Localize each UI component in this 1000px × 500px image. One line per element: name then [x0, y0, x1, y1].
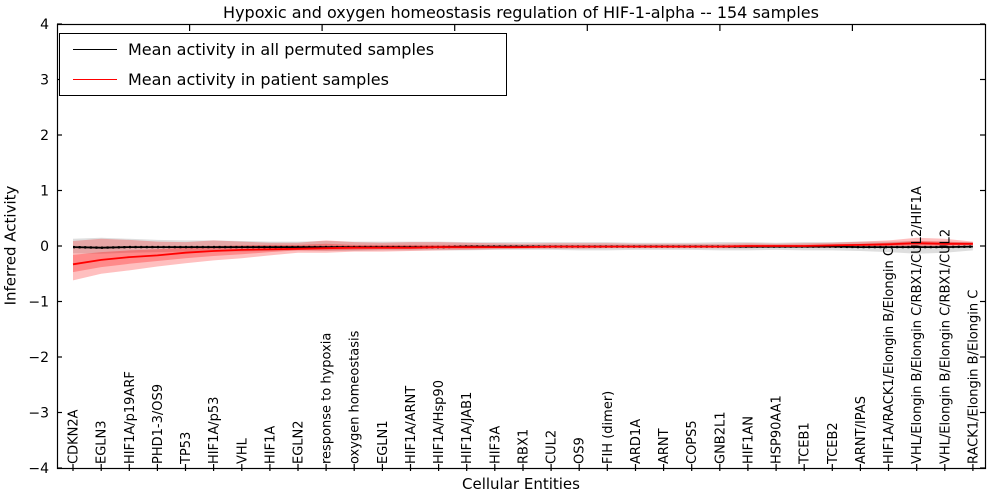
- x-tick-label: HIF1A/ARNT: [404, 386, 419, 464]
- x-tick-label: VHL: [235, 437, 250, 464]
- x-tick-label: RACK1/Elongin B/Elongin C: [966, 290, 981, 464]
- x-tick-label: CUL2: [545, 430, 560, 464]
- x-tick-label: oxygen homeostasis: [348, 330, 363, 464]
- y-tick-label: −3: [28, 406, 49, 422]
- x-tick-label: EGLN1: [376, 420, 391, 464]
- legend-entry-patient: Mean activity in patient samples: [60, 65, 506, 93]
- patient-mean-line: [72, 242, 973, 266]
- x-tick-label: RBX1: [517, 429, 532, 464]
- x-tick-label: ARNT: [657, 428, 672, 464]
- permuted-line-sample-icon: [73, 49, 117, 51]
- x-tick-label: ARNT/IPAS: [854, 396, 869, 464]
- x-tick-label: HIF3A: [488, 426, 503, 464]
- x-tick-label: HIF1A/Hsp90: [432, 380, 447, 464]
- legend: Mean activity in all permuted samples Me…: [59, 33, 507, 96]
- x-tick-label: TCEB1: [798, 422, 813, 465]
- y-tick-label: 2: [40, 128, 49, 144]
- x-tick-label: HIF1AN: [741, 416, 756, 464]
- y-tick-label: 1: [40, 184, 49, 200]
- x-tick-label: ARD1A: [629, 419, 644, 464]
- x-tick-label: COPS5: [685, 420, 700, 464]
- patient-samples-band-outer: [73, 237, 973, 281]
- legend-entry-permuted: Mean activity in all permuted samples: [60, 36, 506, 64]
- legend-label-permuted: Mean activity in all permuted samples: [128, 40, 435, 60]
- x-tick-label: TP53: [179, 432, 194, 465]
- x-axis-title: Cellular Entities: [462, 475, 580, 493]
- x-tick-label: GNB2L1: [713, 411, 728, 464]
- x-tick-label: EGLN2: [292, 420, 307, 464]
- y-tick-label: 0: [40, 239, 49, 255]
- y-tick-label: 3: [40, 73, 49, 89]
- x-tick-label: VHL/Elongin B/Elongin C/RBX1/CUL2: [938, 229, 953, 464]
- x-tick-label: OS9: [573, 437, 588, 464]
- chart-title: Hypoxic and oxygen homeostasis regulatio…: [223, 3, 819, 22]
- x-tick-label: HIF1A/p53: [207, 397, 222, 464]
- y-tick-label: −1: [28, 295, 49, 311]
- x-tick-label: TCEB2: [826, 422, 841, 465]
- x-tick-label: HIF1A/p19ARF: [123, 371, 138, 464]
- x-tick-label: VHL/Elongin B/Elongin C/RBX1/CUL2/HIF1A: [910, 186, 925, 464]
- y-tick-label: −2: [28, 350, 49, 366]
- x-tick-label: FIH (dimer): [601, 391, 616, 464]
- y-axis-title: Inferred Activity: [1, 185, 20, 306]
- x-tick-label: response to hypoxia: [320, 333, 335, 464]
- x-tick-label: HIF1A/RACK1/Elongin B/Elongin C: [882, 247, 897, 464]
- y-tick-label: 4: [40, 17, 49, 33]
- patient-line-sample-icon: [73, 78, 117, 80]
- legend-label-patient: Mean activity in patient samples: [128, 69, 389, 89]
- x-tick-label: PHD1-3/OS9: [151, 384, 166, 464]
- x-tick-label: CDKN2A: [67, 409, 82, 464]
- x-tick-label: EGLN3: [95, 420, 110, 464]
- x-tick-label: HIF1A: [263, 426, 278, 464]
- y-tick-label: −4: [28, 461, 49, 477]
- x-tick-label: HIF1A/JAB1: [460, 392, 475, 464]
- x-tick-label: HSP90AA1: [770, 395, 785, 464]
